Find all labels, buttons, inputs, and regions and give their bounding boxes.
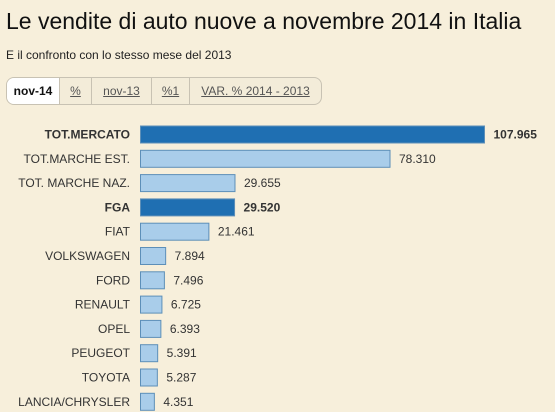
- value-label: 7.894: [175, 249, 205, 263]
- bar[interactable]: [140, 271, 165, 290]
- value-label: 7.496: [173, 273, 203, 287]
- category-label: FORD: [96, 273, 130, 287]
- bar[interactable]: [140, 222, 210, 241]
- bar-chart: TOT.MERCATO 107.965 TOT.MARCHE EST. 78.310 T…: [18, 125, 538, 411]
- value-label: 4.351: [163, 395, 193, 409]
- page-title: Le vendite di auto nuove a novembre 2014…: [6, 8, 522, 34]
- value-label: 78.310: [399, 152, 436, 166]
- bar[interactable]: [140, 198, 236, 217]
- category-label: FIAT: [105, 225, 131, 239]
- category-label: OPEL: [98, 322, 130, 336]
- category-label: LANCIA/CHRYSLER: [18, 395, 130, 409]
- tab-nov-13[interactable]: nov-13: [91, 78, 151, 104]
- category-label: PEUGEOT: [71, 346, 130, 360]
- category-label: FGA: [105, 200, 131, 214]
- tab-variation[interactable]: VAR. % 2014 - 2013: [189, 78, 321, 104]
- value-label: 29.655: [244, 176, 281, 190]
- category-label: RENAULT: [75, 298, 131, 312]
- value-label: 107.965: [494, 128, 538, 142]
- bar[interactable]: [140, 149, 391, 168]
- tab-nov-14[interactable]: nov-14: [7, 78, 59, 104]
- value-label: 5.287: [166, 371, 196, 385]
- bar[interactable]: [140, 247, 167, 265]
- bar[interactable]: [140, 368, 158, 387]
- value-label: 21.461: [218, 225, 255, 239]
- value-label: 29.520: [244, 200, 281, 214]
- category-label: TOT.MERCATO: [45, 128, 130, 142]
- bar[interactable]: [140, 392, 155, 411]
- value-label: 5.391: [167, 346, 197, 360]
- value-label: 6.725: [171, 298, 201, 312]
- category-label: TOYOTA: [82, 371, 130, 385]
- category-label: TOT. MARCHE NAZ.: [18, 176, 130, 190]
- bar[interactable]: [140, 295, 163, 314]
- bar[interactable]: [140, 125, 485, 144]
- bar[interactable]: [140, 174, 236, 193]
- tab-bar: nov-14 % nov-13 %1 VAR. % 2014 - 2013: [6, 77, 322, 105]
- value-label: 6.393: [170, 322, 200, 336]
- category-label: VOLKSWAGEN: [45, 249, 130, 263]
- bar[interactable]: [140, 344, 159, 363]
- tab-percent-1[interactable]: %1: [151, 78, 189, 104]
- category-label: TOT.MARCHE EST.: [24, 152, 130, 166]
- page-subtitle: E il confronto con lo stesso mese del 20…: [6, 48, 232, 62]
- bar[interactable]: [140, 319, 162, 338]
- tab-percent[interactable]: %: [59, 78, 91, 104]
